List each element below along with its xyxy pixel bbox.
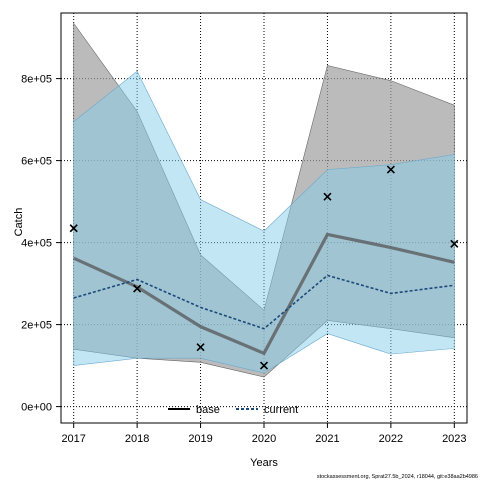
observed-point [259, 361, 269, 370]
observed-point-stroke [323, 192, 332, 201]
observed-point-stroke [69, 224, 78, 233]
x-axis-title: Years [250, 457, 278, 469]
y-tick-label: 8e+05 [21, 74, 52, 86]
observed-point [386, 165, 395, 174]
x-tick-label: 2023 [442, 433, 466, 445]
observed-point [450, 239, 459, 248]
y-tick-label: 0e+00 [21, 402, 52, 414]
y-tick-label: 2e+05 [21, 320, 52, 332]
y-axis-title: Catch [13, 208, 25, 237]
observed-point-stroke [196, 343, 205, 352]
series-lines [73, 232, 455, 356]
x-tick-label: 2020 [252, 433, 276, 445]
y-tick-label: 6e+05 [21, 156, 52, 168]
observed-points [69, 165, 459, 370]
observed-point-stroke [386, 165, 395, 174]
legend: base current [168, 404, 298, 416]
x-tick-label: 2021 [315, 433, 339, 445]
observed-point [133, 284, 142, 293]
x-tick-label: 2018 [125, 433, 149, 445]
x-tick-label: 2022 [379, 433, 403, 445]
band-current [73, 70, 455, 374]
x-tick-label: 2019 [188, 433, 212, 445]
y-tick-label: 4e+05 [21, 238, 52, 250]
observed-point [69, 224, 78, 233]
legend-label-current: current [264, 404, 298, 416]
confidence-bands [73, 22, 455, 378]
observed-point [323, 192, 332, 201]
observed-point-stroke [133, 284, 142, 293]
x-tick-label: 2017 [61, 433, 85, 445]
observed-point-stroke [259, 361, 269, 370]
observed-point-stroke [450, 239, 459, 248]
observed-point [196, 343, 205, 352]
footer-text: stockassessment.org, Sprat27.5b_2024, r1… [317, 474, 478, 480]
line-base [73, 232, 455, 356]
x-axis: 2017 2018 2019 2020 2021 2022 2023 [61, 423, 467, 445]
legend-label-base: base [196, 404, 220, 416]
line-current [73, 274, 455, 330]
y-axis: 0e+00 2e+05 4e+05 6e+05 8e+05 [21, 74, 61, 414]
